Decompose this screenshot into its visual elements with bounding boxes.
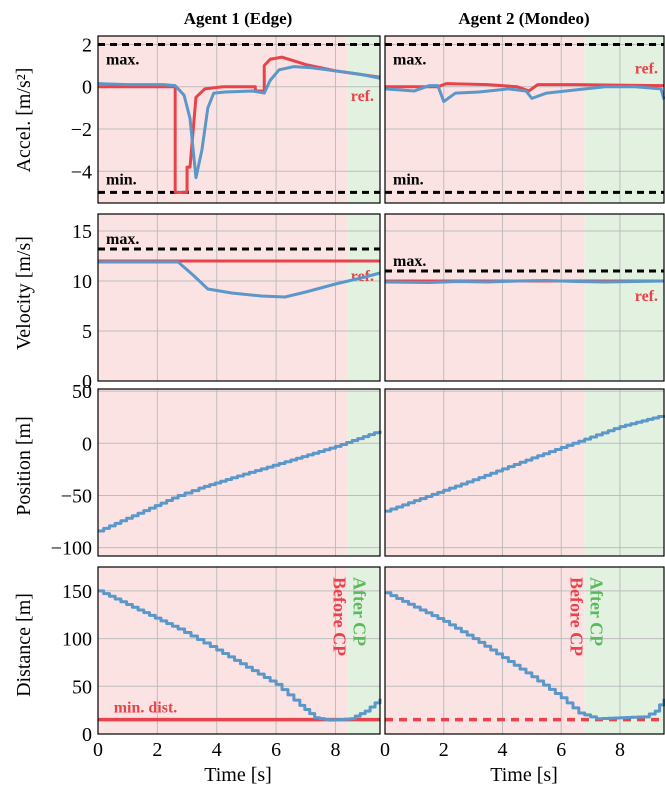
y-tick-label: 15 (72, 221, 92, 243)
before-cp-region (98, 389, 348, 556)
ref-label: ref. (635, 61, 658, 78)
y-tick-label: 0 (82, 371, 92, 393)
y-tick-label: 0 (82, 77, 92, 99)
after-cp-region (584, 567, 664, 734)
x-tick-label: 8 (330, 739, 340, 761)
panels: 20−2−4max.min.ref.max.min.ref.151050max.… (51, 34, 665, 761)
ref-label: ref. (635, 288, 658, 305)
ylabel-accel: Accel. [m/s²] (13, 68, 35, 173)
panel-frame (384, 213, 665, 382)
col-title-agent2: Agent 2 (Mondeo) (458, 9, 589, 28)
y-tick-label: −100 (51, 538, 92, 560)
x-tick-label: 6 (556, 739, 566, 761)
panel-position-agent2 (384, 388, 665, 557)
panel-frame (97, 388, 381, 557)
panel-accel-agent1: 2 0 −2 −4 max. min. ref. (71, 34, 381, 204)
x-tick-label: 2 (152, 739, 162, 761)
panel-frame (97, 35, 381, 204)
after-cp-region (584, 36, 664, 203)
max-label: max. (106, 231, 139, 248)
x-tick-label: 8 (615, 739, 625, 761)
after-cp-region (347, 36, 380, 203)
x-tick-label: 0 (93, 739, 103, 761)
x-tick-label: 2 (439, 739, 449, 761)
after-cp-label: After CP (349, 577, 369, 646)
measured-line (97, 65, 381, 180)
panel-frame (384, 35, 665, 204)
after-cp-label: After CP (587, 577, 607, 646)
y-tick-label: 50 (72, 676, 92, 698)
x-tick-label: 0 (380, 739, 390, 761)
after-cp-region (584, 214, 664, 381)
measured-line (384, 84, 665, 104)
max-label: max. (106, 51, 139, 68)
panel-frame (384, 566, 665, 735)
before-cp-label: Before CP (329, 577, 349, 656)
xlabel-agent2: Time [s] (490, 764, 558, 786)
y-tick-label: 100 (62, 629, 92, 651)
y-tick-label: −2 (71, 119, 92, 141)
measured-line (98, 260, 381, 299)
ref-label: ref. (351, 88, 374, 105)
max-label: max. (393, 253, 426, 270)
panel-distance-agent1: 150 100 50 00 2 4 6 8 min. dist. Before CP After C… (62, 566, 382, 761)
panel-accel-agent2: max. min. ref. (384, 35, 665, 204)
measured-line (98, 589, 382, 722)
max-label: max. (393, 51, 426, 68)
y-tick-label: 150 (62, 581, 92, 603)
measured-line (385, 415, 665, 513)
measured-line (98, 430, 382, 533)
panel-velocity-agent2: max. ref. (384, 213, 665, 382)
after-cp-region (584, 389, 664, 556)
after-cp-region (347, 389, 380, 556)
panel-frame (384, 388, 665, 557)
y-tick-label: 0 (82, 724, 92, 746)
ylabel-velocity: Velocity [m/s] (13, 236, 35, 350)
min-dist-label: min. dist. (114, 700, 178, 717)
panel-frame (97, 213, 381, 382)
before-cp-label: Before CP (567, 577, 587, 656)
col-title-agent1: Agent 1 (Edge) (184, 9, 293, 28)
reference-line (385, 82, 665, 93)
after-cp-region (347, 214, 380, 381)
y-tick-label: −4 (71, 161, 92, 183)
measured-line (385, 591, 665, 721)
y-tick-label: 0 (82, 433, 92, 455)
panel-frame (97, 566, 381, 735)
x-tick-label: 4 (212, 739, 222, 761)
y-tick-label: 2 (82, 34, 92, 56)
min-label: min. (106, 171, 137, 188)
panel-distance-agent2: 0 2 4 6 8 Before CP After CP (380, 566, 665, 761)
min-label: min. (393, 171, 424, 188)
measured-line (384, 279, 665, 284)
before-cp-region (385, 567, 585, 734)
y-tick-label: 10 (72, 271, 92, 293)
x-tick-label: 4 (497, 739, 507, 761)
before-cp-region (385, 36, 585, 203)
before-cp-region (98, 214, 348, 381)
x-tick-label: 6 (271, 739, 281, 761)
y-tick-label: 50 (72, 381, 92, 403)
ylabel-position: Position [m] (13, 416, 35, 515)
reference-line (98, 55, 381, 194)
before-cp-region (385, 389, 585, 556)
y-tick-label: −50 (61, 485, 92, 507)
ylabel-distance: Distance [m] (13, 593, 35, 697)
y-tick-label: 5 (82, 321, 92, 343)
before-cp-region (385, 214, 585, 381)
xlabel-agent1: Time [s] (204, 764, 272, 786)
panel-position-agent1: 50 0 −50 −100 (51, 381, 382, 560)
